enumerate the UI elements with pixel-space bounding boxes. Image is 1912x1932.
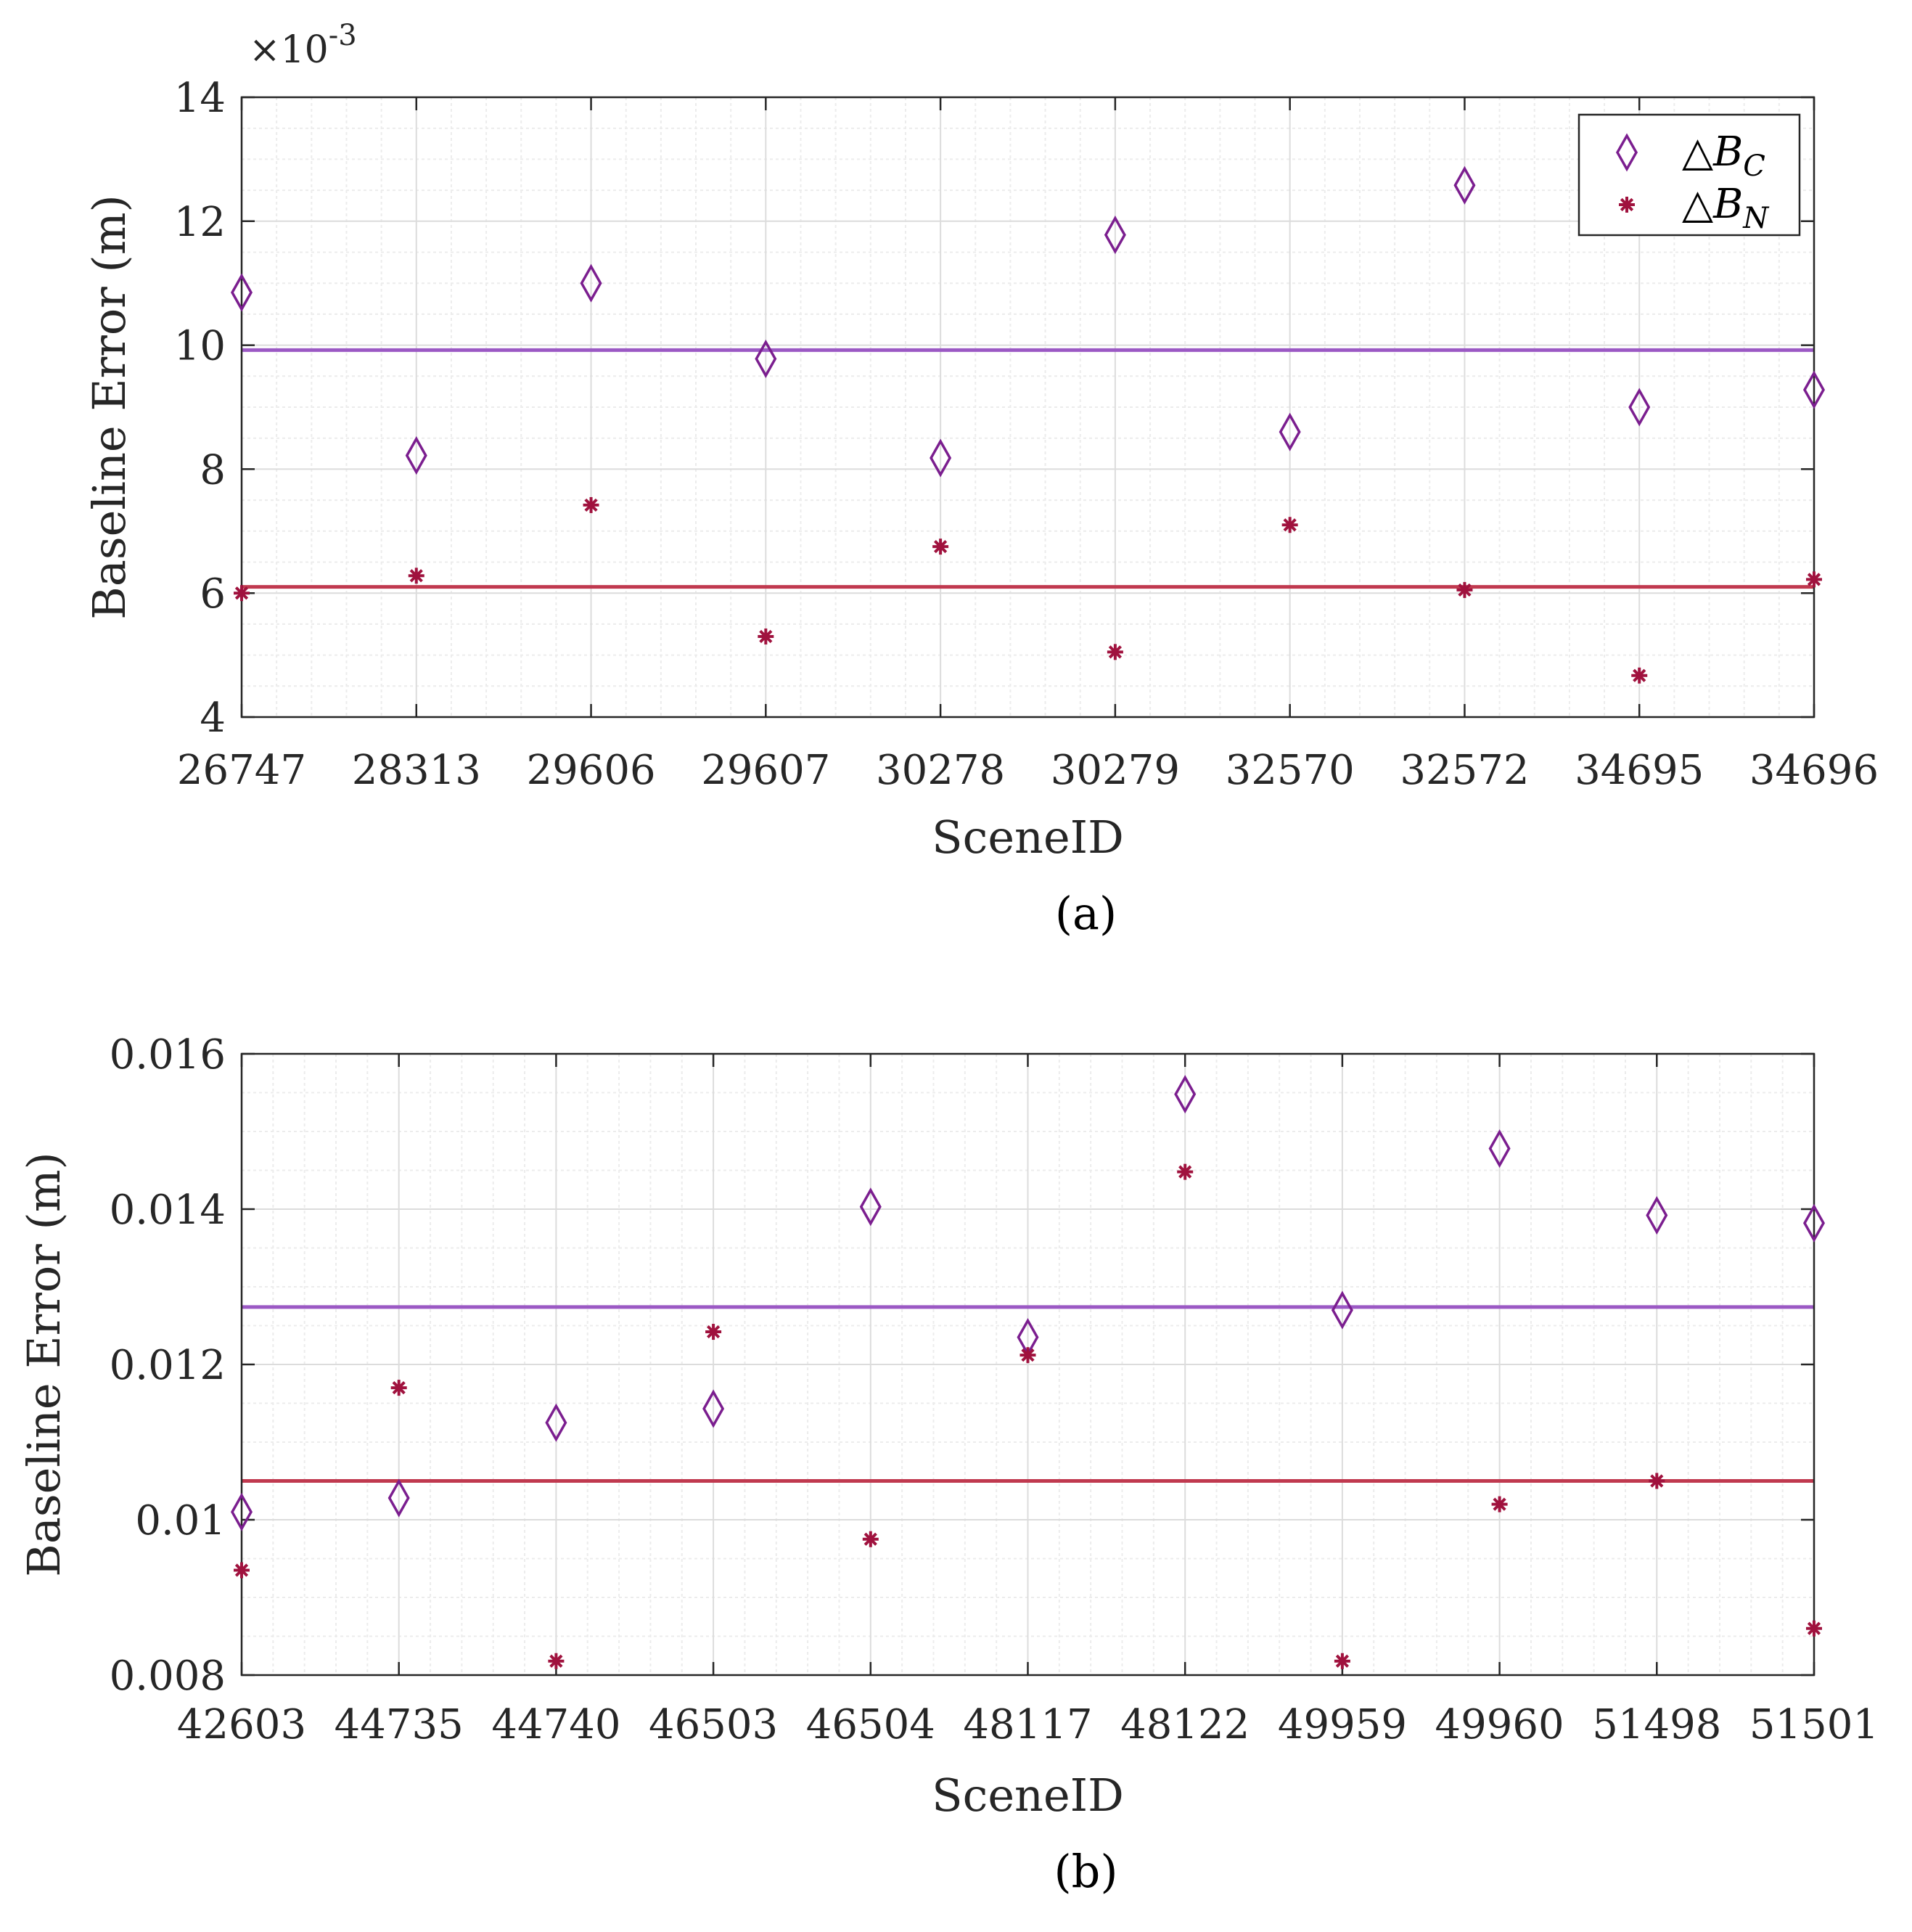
bc-point <box>1174 1075 1197 1114</box>
x-tick-label: 51501 <box>1749 1701 1879 1748</box>
x-tick-label: 30279 <box>1051 747 1180 794</box>
bc-point <box>230 273 253 312</box>
bc-point <box>702 1389 725 1428</box>
y-tick-label: 10 <box>174 323 226 370</box>
bn-point <box>1806 1620 1822 1637</box>
bc-point <box>755 339 777 378</box>
x-tick-label: 48117 <box>963 1701 1092 1748</box>
y-tick-label: 4 <box>200 695 226 742</box>
bn-point <box>862 1531 879 1547</box>
x-tick-label: 28313 <box>352 747 481 794</box>
bn-point <box>758 628 774 644</box>
series-bn <box>234 496 1822 684</box>
bc-point <box>387 1478 410 1518</box>
x-tick-label: 32570 <box>1226 747 1355 794</box>
panel-caption: (a) <box>1055 887 1117 940</box>
x-tick-label: 44740 <box>491 1701 620 1748</box>
bc-point <box>930 438 952 478</box>
x-tick-label: 34695 <box>1575 747 1704 794</box>
bn-point <box>390 1380 407 1396</box>
y-tick-label: 14 <box>174 75 226 122</box>
series-bc <box>230 165 1826 478</box>
bn-point <box>1631 667 1648 684</box>
x-tick-label: 51498 <box>1592 1701 1721 1748</box>
panel-b: 42603 44735 44740 46503 46504 48117 48122 49959… <box>17 1031 1879 1898</box>
x-tick-label: 29607 <box>701 747 830 794</box>
bc-point <box>1331 1290 1353 1330</box>
panel-caption: (b) <box>1054 1845 1117 1898</box>
x-tick-label: 26747 <box>177 747 306 794</box>
tick-marks <box>240 96 1815 719</box>
bn-point <box>548 1653 565 1669</box>
y-tick-label: 0.016 <box>110 1031 226 1078</box>
bn-point <box>1281 517 1298 533</box>
y-tick-label: 0.012 <box>110 1342 226 1389</box>
legend-bc-marker <box>1615 133 1638 172</box>
y-axis-label: Baseline Error (m) <box>83 195 136 619</box>
legend-bn-label: △BN <box>1682 181 1770 235</box>
bn-point <box>583 496 599 513</box>
bn-point <box>1456 581 1473 598</box>
bn-point <box>234 1562 250 1579</box>
bn-point <box>1806 571 1822 588</box>
y-axis-label: Baseline Error (m) <box>17 1152 70 1576</box>
bn-point <box>234 585 250 602</box>
x-tick-label: 46504 <box>806 1701 935 1748</box>
bc-point <box>545 1403 567 1442</box>
bn-point <box>1177 1163 1194 1180</box>
legend-bn-marker <box>1619 197 1635 213</box>
bn-point <box>705 1324 722 1340</box>
bc-point <box>1802 1203 1826 1243</box>
x-tick-label: 30278 <box>876 747 1005 794</box>
y-tick-label: 0.014 <box>110 1187 226 1234</box>
x-axis-label: SceneID <box>932 1769 1124 1822</box>
y-tick-label: 0.008 <box>110 1653 226 1700</box>
y-exponent-label: ×10-3 <box>249 19 357 72</box>
bn-point <box>1649 1473 1665 1489</box>
bn-point <box>1491 1496 1508 1513</box>
x-tick-label: 49960 <box>1435 1701 1564 1748</box>
x-tick-label: 29606 <box>526 747 655 794</box>
bn-point <box>408 568 424 584</box>
legend-bc-label: △BC <box>1682 128 1765 183</box>
bn-point <box>1019 1347 1036 1364</box>
bc-point <box>230 1492 253 1531</box>
grid <box>241 97 1815 718</box>
bc-point <box>1104 216 1126 255</box>
y-tick-label: 8 <box>200 446 226 494</box>
bc-point <box>859 1187 882 1227</box>
x-tick-label: 32572 <box>1400 747 1529 794</box>
bn-point <box>932 539 949 555</box>
series-bn <box>234 1163 1822 1669</box>
y-tick-label: 12 <box>174 199 226 246</box>
legend: △BC△BN <box>1577 113 1801 237</box>
bc-point <box>1646 1196 1668 1235</box>
bc-point <box>1802 370 1826 409</box>
x-axis-label: SceneID <box>932 811 1124 864</box>
panel-a: 26747 28313 29606 29607 30278 30279 32570 32572… <box>83 19 1879 940</box>
x-tick-label: 42603 <box>177 1701 306 1748</box>
grid <box>241 1053 1815 1676</box>
tick-marks <box>240 1052 1815 1677</box>
y-tick-label: 0.01 <box>135 1497 226 1544</box>
x-tick-label: 44735 <box>335 1701 464 1748</box>
x-tick-label: 34696 <box>1749 747 1879 794</box>
bc-point <box>1488 1129 1511 1168</box>
x-tick-label: 49959 <box>1278 1701 1407 1748</box>
legend-box <box>1577 113 1801 237</box>
bc-point <box>580 263 602 303</box>
x-tick-label: 48122 <box>1120 1701 1250 1748</box>
x-tick-label: 46503 <box>649 1701 778 1748</box>
bc-point <box>1279 412 1301 451</box>
bc-point <box>405 436 427 475</box>
bn-point <box>1107 644 1123 660</box>
bc-point <box>1628 388 1651 427</box>
bc-point <box>1453 165 1476 205</box>
bn-point <box>1334 1653 1350 1669</box>
y-tick-label: 6 <box>200 570 226 618</box>
